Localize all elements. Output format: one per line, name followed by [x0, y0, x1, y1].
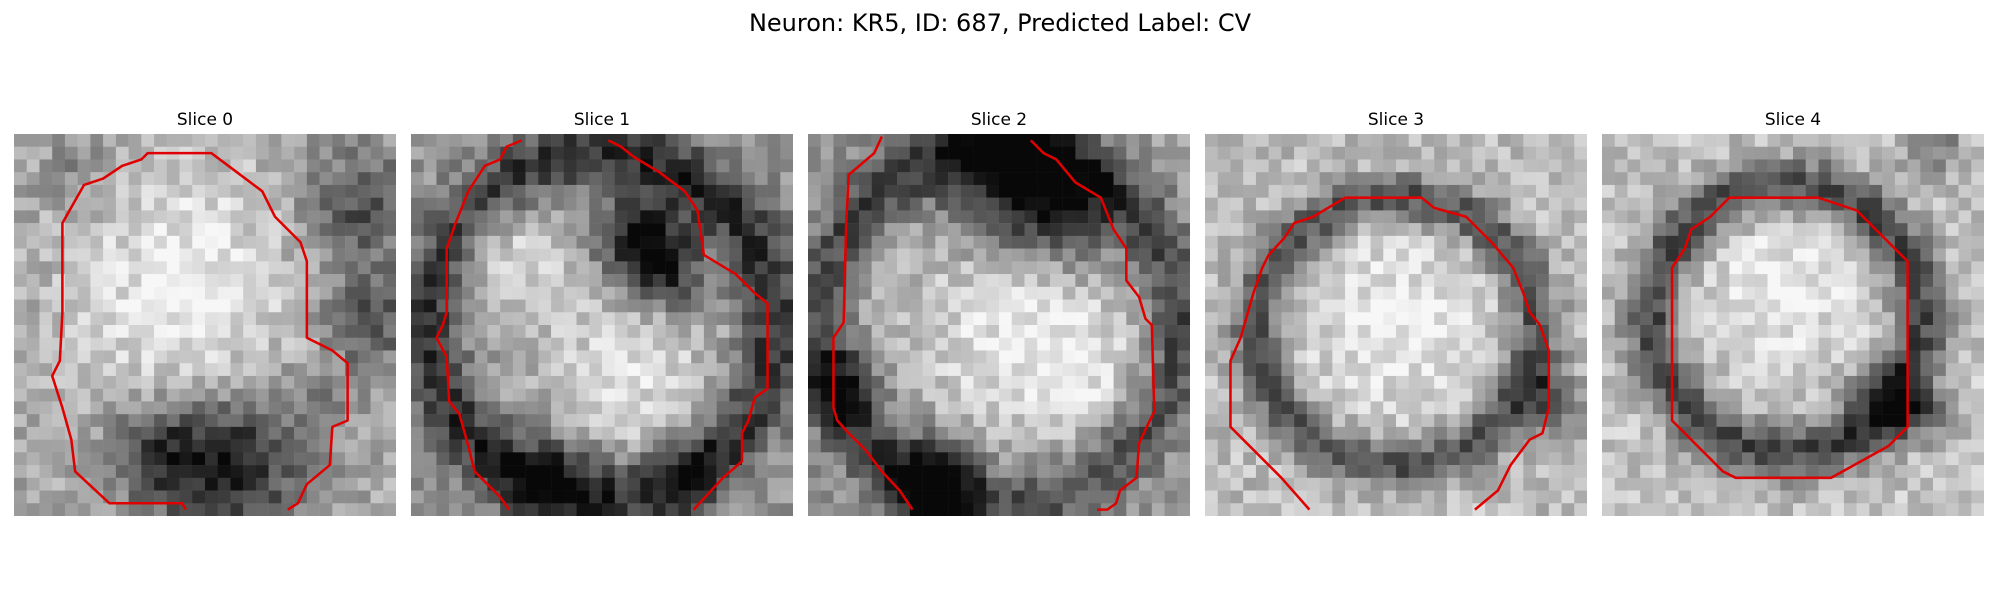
panel-slice-4: Slice 4: [1602, 108, 1984, 516]
contour-line: [607, 139, 769, 511]
panel-title: Slice 2: [970, 110, 1028, 130]
panel-slice-0: Slice 0: [14, 108, 396, 516]
micrograph-image: [411, 134, 793, 516]
figure-title: Neuron: KR5, ID: 687, Predicted Label: C…: [748, 9, 1252, 37]
contour-line: [50, 151, 349, 511]
contour-line: [1670, 196, 1909, 480]
panel-title: Slice 3: [1367, 110, 1425, 130]
panel-slice-2: Slice 2: [808, 108, 1190, 516]
micrograph-image: [1602, 134, 1984, 516]
panel-slice-3: Slice 3: [1205, 108, 1587, 516]
panel-title: Slice 4: [1764, 110, 1822, 130]
micrograph-image: [14, 134, 396, 516]
contour-line: [832, 136, 914, 511]
contour-line: [1029, 139, 1156, 511]
contour-line: [1229, 196, 1551, 511]
micrograph-image: [808, 134, 1190, 516]
panel-title: Slice 1: [573, 110, 631, 130]
panel-slice-1: Slice 1: [411, 108, 793, 516]
contour-line: [435, 139, 523, 511]
micrograph-image: [1205, 134, 1587, 516]
panel-title: Slice 0: [176, 110, 234, 130]
